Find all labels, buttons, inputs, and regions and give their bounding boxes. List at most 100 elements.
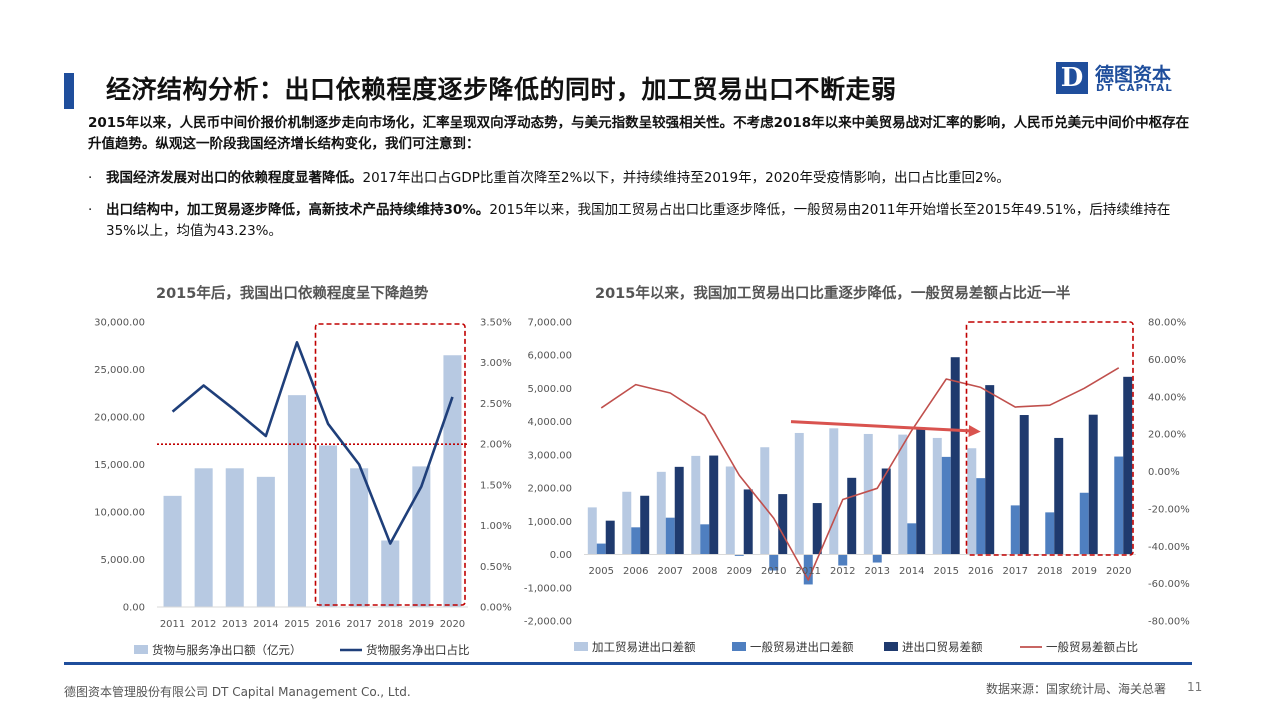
y-right-tick-label: -20.00% [1148,504,1190,515]
y-left-tick-label: 5,000.00 [527,384,572,395]
annotation-arrow-head [968,425,981,437]
x-tick-label: 2007 [658,566,683,577]
x-tick-label: 2017 [346,619,371,630]
bar [700,524,710,555]
y-left-tick-label: -2,000.00 [524,617,572,628]
bar [256,476,275,607]
x-tick-label: 2015 [284,619,309,630]
y-left-tick-label: 20,000.00 [94,413,145,424]
bar [1079,492,1089,555]
legend-label: 进出口贸易差额 [902,640,983,654]
y-left-tick-label: 30,000.00 [94,318,145,329]
y-right-tick-label: 3.00% [480,358,512,369]
y-right-tick-label: -60.00% [1148,579,1190,590]
chart-1-title: 2015年后，我国出口依赖程度呈下降趋势 [156,286,429,302]
page-title: 经济结构分析：出口依赖程度逐步降低的同时，加工贸易出口不断走弱 [106,75,897,104]
y-right-tick-label: 3.50% [480,318,512,329]
legend-swatch [884,642,898,651]
bar [838,554,848,566]
x-tick-label: 2020 [440,619,465,630]
bar [319,445,338,607]
y-left-tick-label: 5,000.00 [100,555,145,566]
x-tick-label: 2009 [727,566,752,577]
legend-label: 一般贸易进出口差额 [750,640,854,654]
bar [898,434,908,555]
legend-label: 货物服务净出口占比 [366,643,470,657]
bullet-dot: · [88,202,93,218]
bar [803,554,813,585]
bar [743,489,753,555]
bar [916,427,926,555]
bar [847,477,857,555]
page-number: 11 [1187,680,1203,694]
x-tick-label: 2012 [830,566,855,577]
y-left-tick-label: 6,000.00 [527,351,572,362]
bar [225,468,244,607]
bar [1114,456,1124,555]
x-tick-label: 2014 [899,566,924,577]
company-logo: D 德图资本 DT CAPITAL [1056,62,1196,98]
bar [812,503,822,555]
y-left-tick-label: 0.00 [123,603,145,614]
chart-2-trade-structure: -2,000.00 -1,000.00 0.00 1,000.00 2,000.00 3,… [524,318,1190,655]
intro-paragraph: 2015年以来，人民币中间价报价机制逐步走向市场化，汇率呈现双向浮动态势，与美元… [88,115,1190,152]
legend-label: 加工贸易进出口差额 [592,640,696,654]
bullet-bold-text: 出口结构中，加工贸易逐步降低，高新技术产品持续维持30%。 [106,202,490,218]
highlight-box [314,323,466,606]
bar [976,478,986,555]
bullet-bold-text: 我国经济发展对出口的依赖程度显著降低。 [106,170,363,186]
bar [631,527,641,555]
bar [350,468,369,607]
bar [932,437,942,555]
bar [622,491,632,555]
x-tick-label: 2013 [222,619,247,630]
annotation-arrow-shaft [790,420,973,433]
x-tick-label: 2014 [253,619,278,630]
series-line [171,341,454,545]
x-tick-label: 2018 [1037,566,1062,577]
bar [287,395,306,607]
x-tick-label: 2018 [378,619,403,630]
bar [163,495,182,607]
bar [794,432,804,555]
bullet-point-2: · 出口结构中，加工贸易逐步降低，高新技术产品持续维持30%。2015年以来，我… [88,200,1198,242]
legend-label: 一般贸易差额占比 [1046,640,1138,654]
bar [1088,414,1098,555]
bar [769,554,779,571]
bar [760,447,770,555]
y-right-tick-label: 60.00% [1148,355,1186,366]
bar [412,466,431,607]
y-left-tick-label: 15,000.00 [94,460,145,471]
y-right-tick-label: 0.00% [480,603,512,614]
bar [967,448,977,555]
footer-divider [64,662,1192,665]
bar [829,428,839,555]
bar [656,471,666,555]
bar [734,554,744,556]
bar [950,357,960,555]
bar [691,455,701,555]
legend-label: 货物与服务净出口额（亿元） [152,643,302,657]
logo-mark: D [1056,62,1088,94]
y-right-tick-label: 0.50% [480,562,512,573]
y-left-tick-label: 0.00 [550,550,572,561]
y-right-tick-label: 80.00% [1148,318,1186,329]
y-left-tick-label: -1,000.00 [524,583,572,594]
series-line [600,367,1120,581]
chart-1-export-dependency: 0.00 5,000.00 10,000.00 15,000.00 20,000.00 2… [94,318,512,658]
y-left-tick-label: 10,000.00 [94,508,145,519]
legend-swatch [732,642,746,651]
bar [1019,415,1029,555]
x-tick-label: 2019 [1072,566,1097,577]
y-left-tick-label: 4,000.00 [527,417,572,428]
chart-2-title: 2015年以来，我国加工贸易出口比重逐步降低，一般贸易差额占比近一半 [595,286,1071,302]
footer-company: 德图资本管理股份有限公司 DT Capital Management Co., … [64,685,411,699]
bar [640,495,650,555]
y-right-tick-label: 1.00% [480,521,512,532]
bullet-dot: · [88,170,93,186]
legend-swatch [134,645,148,654]
bar [985,385,995,555]
y-right-tick-label: 2.50% [480,399,512,410]
x-tick-label: 2020 [1106,566,1131,577]
y-right-tick-label: 40.00% [1148,392,1186,403]
